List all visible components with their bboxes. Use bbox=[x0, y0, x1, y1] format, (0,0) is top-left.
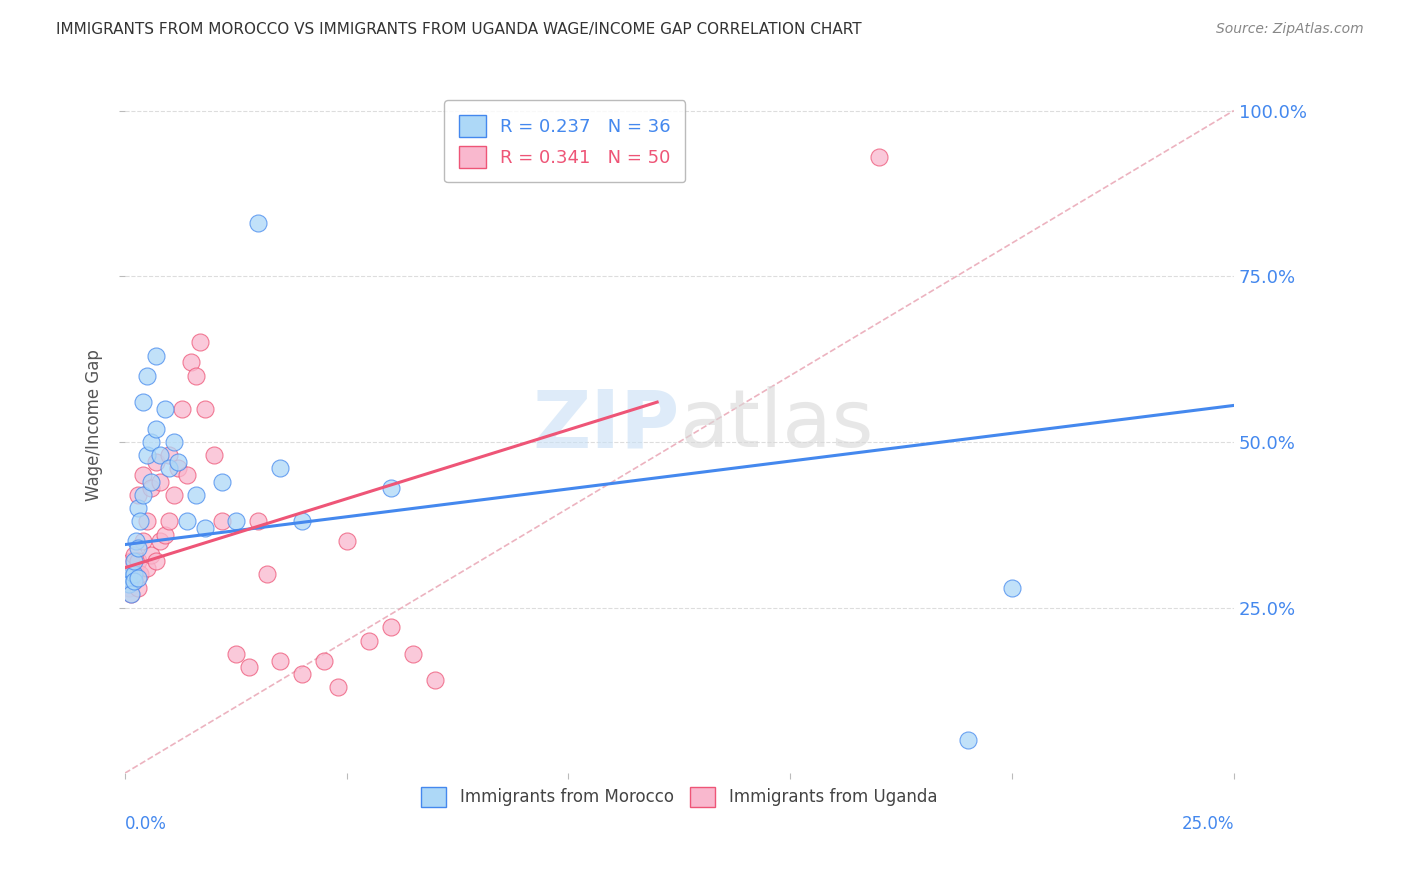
Point bbox=[121, 554, 143, 568]
Point bbox=[149, 534, 172, 549]
Point bbox=[149, 448, 172, 462]
Point bbox=[122, 574, 145, 588]
Point bbox=[225, 647, 247, 661]
Point bbox=[956, 733, 979, 747]
Point bbox=[136, 515, 159, 529]
Point bbox=[131, 534, 153, 549]
Point bbox=[380, 620, 402, 634]
Point bbox=[127, 541, 149, 555]
Point bbox=[131, 468, 153, 483]
Point bbox=[184, 488, 207, 502]
Point bbox=[162, 488, 184, 502]
Point bbox=[167, 461, 190, 475]
Point bbox=[136, 448, 159, 462]
Point bbox=[167, 455, 190, 469]
Point bbox=[118, 567, 141, 582]
Point bbox=[122, 554, 145, 568]
Point bbox=[121, 587, 143, 601]
Point bbox=[125, 567, 148, 582]
Point bbox=[269, 654, 291, 668]
Point bbox=[153, 527, 176, 541]
Point bbox=[336, 534, 359, 549]
Point bbox=[122, 567, 145, 582]
Point bbox=[141, 548, 163, 562]
Point bbox=[246, 515, 269, 529]
Point bbox=[118, 577, 141, 591]
Point bbox=[172, 401, 194, 416]
Point bbox=[127, 581, 149, 595]
Point bbox=[141, 475, 163, 489]
Point bbox=[157, 461, 180, 475]
Point bbox=[425, 673, 447, 688]
Point bbox=[176, 468, 198, 483]
Legend: Immigrants from Morocco, Immigrants from Uganda: Immigrants from Morocco, Immigrants from… bbox=[415, 780, 943, 814]
Point bbox=[157, 515, 180, 529]
Y-axis label: Wage/Income Gap: Wage/Income Gap bbox=[86, 350, 103, 501]
Point bbox=[145, 349, 167, 363]
Point bbox=[127, 501, 149, 516]
Point bbox=[136, 561, 159, 575]
Point bbox=[256, 567, 278, 582]
Point bbox=[115, 571, 138, 585]
Point bbox=[129, 567, 152, 582]
Point bbox=[1001, 581, 1024, 595]
Text: ZIP: ZIP bbox=[531, 386, 679, 465]
Point bbox=[184, 368, 207, 383]
Point bbox=[131, 488, 153, 502]
Text: IMMIGRANTS FROM MOROCCO VS IMMIGRANTS FROM UGANDA WAGE/INCOME GAP CORRELATION CH: IMMIGRANTS FROM MOROCCO VS IMMIGRANTS FR… bbox=[56, 22, 862, 37]
Point bbox=[131, 395, 153, 409]
Point bbox=[211, 515, 233, 529]
Point bbox=[121, 587, 143, 601]
Point bbox=[145, 422, 167, 436]
Point bbox=[211, 475, 233, 489]
Point bbox=[326, 680, 349, 694]
Point bbox=[194, 521, 217, 535]
Point bbox=[188, 335, 211, 350]
Point bbox=[141, 434, 163, 449]
Point bbox=[118, 561, 141, 575]
Point bbox=[162, 434, 184, 449]
Point bbox=[118, 581, 141, 595]
Point bbox=[176, 515, 198, 529]
Point bbox=[868, 150, 890, 164]
Point bbox=[357, 633, 380, 648]
Point bbox=[127, 571, 149, 585]
Point bbox=[314, 654, 336, 668]
Point bbox=[153, 401, 176, 416]
Point bbox=[246, 216, 269, 230]
Point bbox=[149, 475, 172, 489]
Point bbox=[157, 448, 180, 462]
Point bbox=[202, 448, 225, 462]
Point bbox=[115, 571, 138, 585]
Point bbox=[380, 481, 402, 495]
Point bbox=[127, 554, 149, 568]
Point bbox=[238, 660, 260, 674]
Point bbox=[225, 515, 247, 529]
Point bbox=[145, 455, 167, 469]
Point bbox=[145, 554, 167, 568]
Point bbox=[194, 401, 217, 416]
Point bbox=[122, 574, 145, 588]
Point bbox=[122, 548, 145, 562]
Text: atlas: atlas bbox=[679, 386, 873, 465]
Text: 0.0%: 0.0% bbox=[125, 815, 167, 833]
Point bbox=[136, 368, 159, 383]
Point bbox=[141, 481, 163, 495]
Point bbox=[180, 355, 202, 369]
Point bbox=[115, 567, 138, 582]
Point bbox=[125, 534, 148, 549]
Point bbox=[291, 666, 314, 681]
Text: Source: ZipAtlas.com: Source: ZipAtlas.com bbox=[1216, 22, 1364, 37]
Point bbox=[127, 488, 149, 502]
Point bbox=[291, 515, 314, 529]
Point bbox=[129, 515, 152, 529]
Text: 25.0%: 25.0% bbox=[1181, 815, 1234, 833]
Point bbox=[269, 461, 291, 475]
Point bbox=[402, 647, 425, 661]
